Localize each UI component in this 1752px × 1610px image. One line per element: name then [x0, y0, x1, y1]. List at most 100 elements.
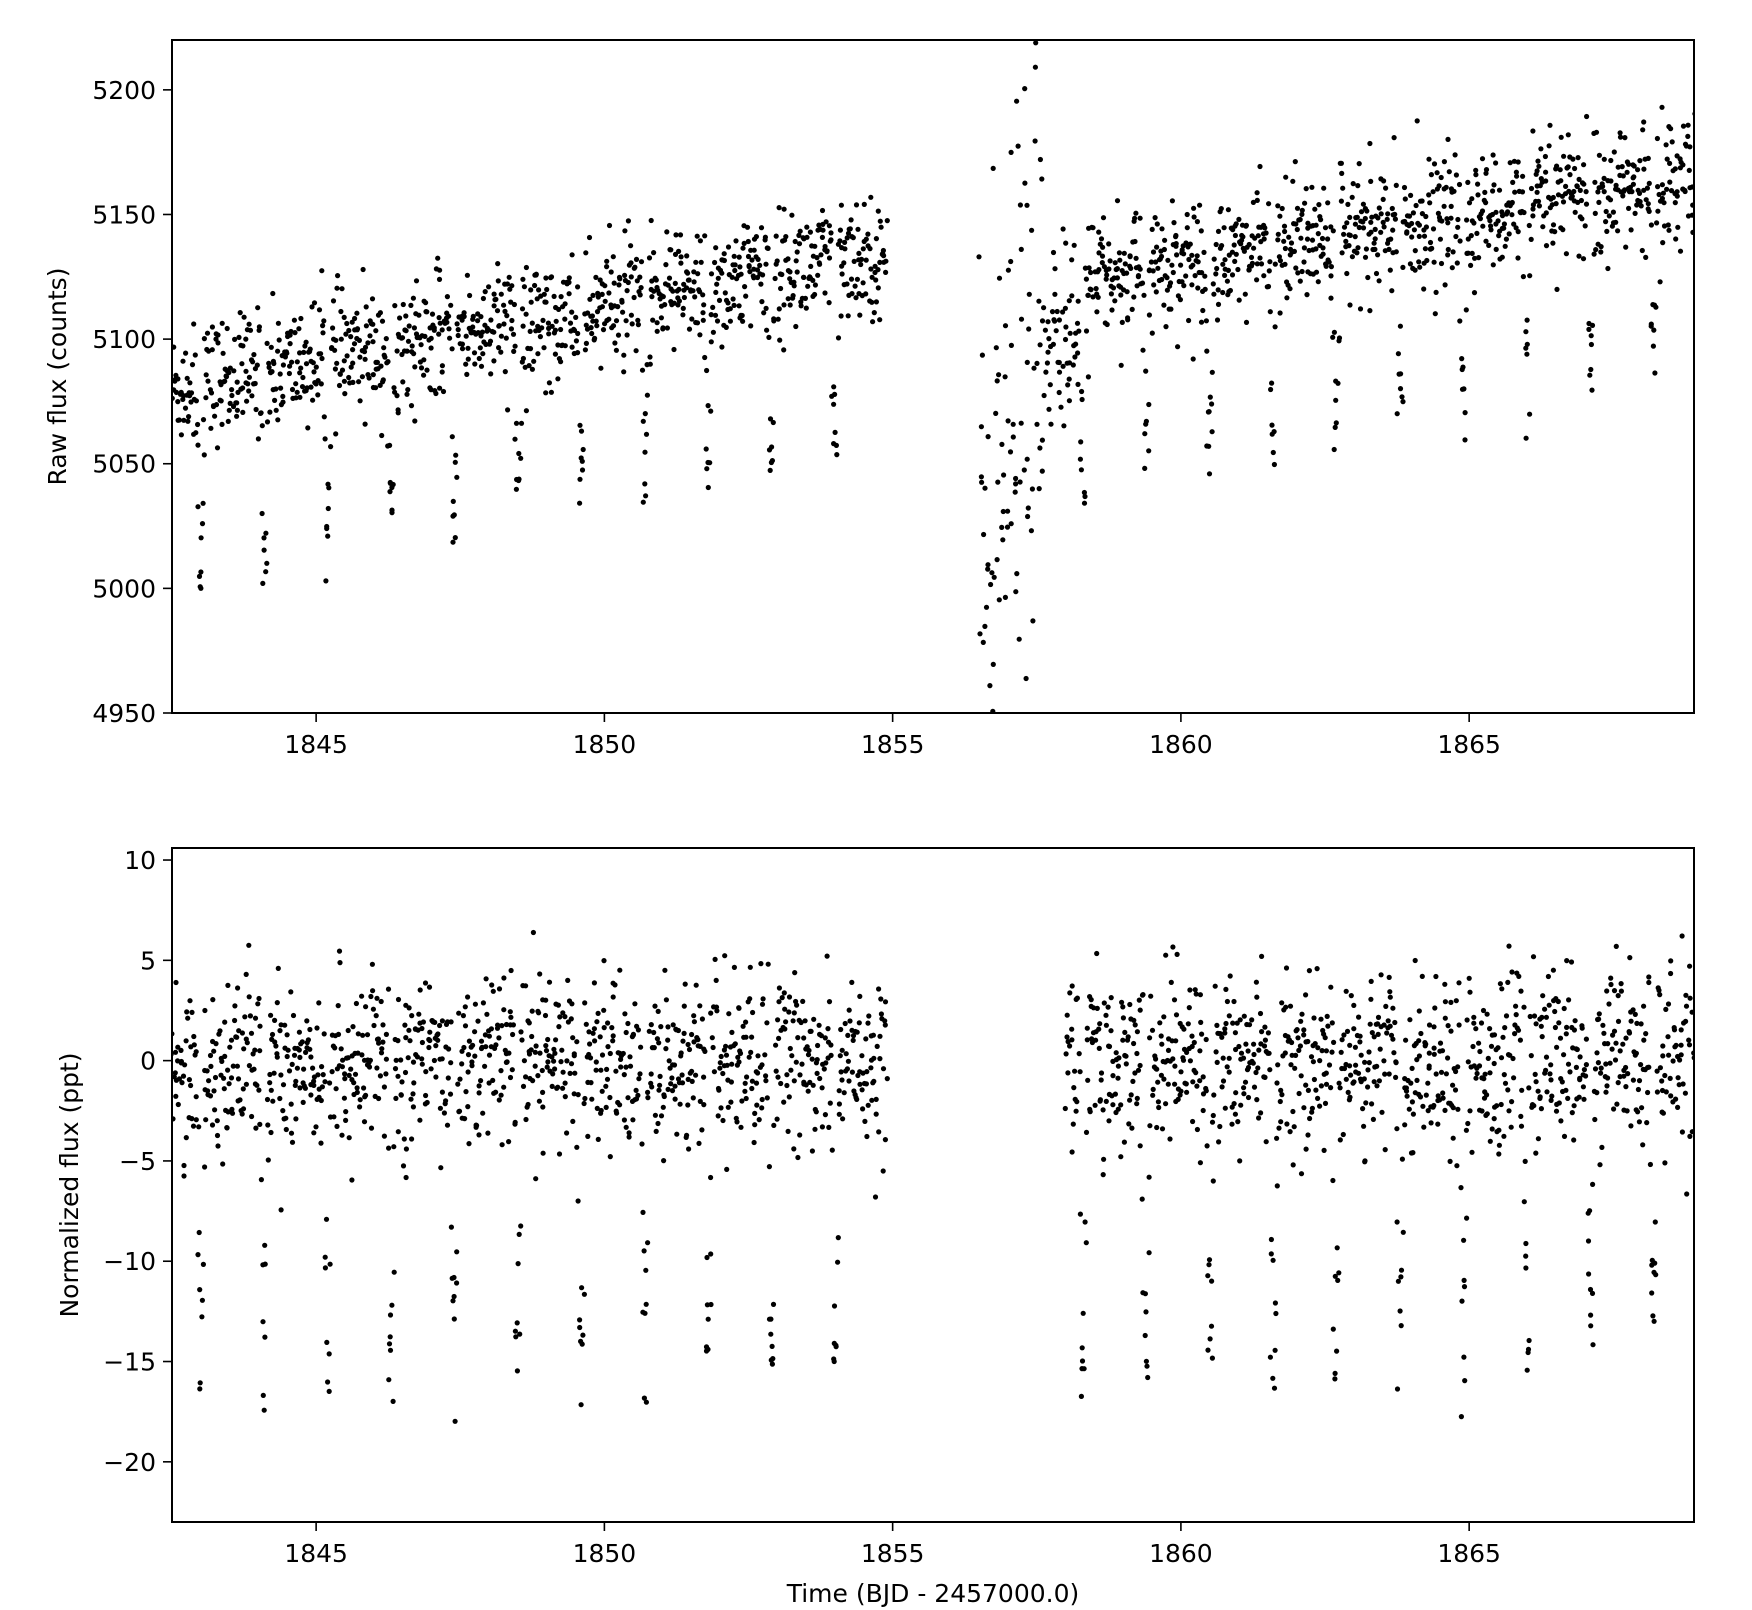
data-point	[309, 304, 315, 310]
data-point	[1561, 1133, 1568, 1139]
data-point	[771, 316, 777, 322]
data-point	[1654, 1068, 1660, 1074]
data-point	[256, 1087, 262, 1093]
data-point	[1537, 1094, 1543, 1100]
data-point	[1072, 354, 1078, 360]
data-point	[472, 1029, 478, 1035]
data-point	[1392, 211, 1398, 217]
data-point	[1381, 1022, 1387, 1028]
data-point	[411, 351, 417, 357]
data-point	[654, 320, 660, 326]
data-point	[435, 1031, 441, 1037]
data-point	[1661, 200, 1667, 206]
data-point	[626, 1134, 632, 1140]
data-point	[795, 1035, 801, 1041]
data-point	[1213, 241, 1219, 248]
data-point	[318, 1140, 324, 1146]
data-point	[866, 1013, 872, 1019]
data-point	[476, 1090, 482, 1096]
data-point	[1173, 1012, 1180, 1018]
data-point	[1441, 203, 1447, 209]
data-point	[1391, 135, 1397, 141]
data-point	[761, 310, 767, 316]
data-point	[607, 1154, 613, 1160]
data-point	[363, 323, 369, 329]
data-point	[382, 354, 388, 360]
data-point	[1548, 1077, 1554, 1083]
data-point	[1473, 172, 1479, 178]
data-point	[702, 354, 708, 361]
data-point	[1251, 245, 1257, 251]
data-point	[1203, 1036, 1209, 1043]
data-point	[1464, 1017, 1470, 1023]
data-point	[708, 271, 715, 277]
data-point	[1437, 1040, 1444, 1046]
data-point	[1552, 229, 1558, 235]
data-point	[1294, 226, 1300, 233]
data-point	[418, 365, 425, 371]
data-point	[1137, 1007, 1143, 1013]
data-point	[826, 300, 832, 306]
data-point	[268, 1012, 274, 1018]
data-point	[1417, 264, 1423, 270]
data-point	[1580, 256, 1587, 262]
data-point	[1569, 193, 1575, 199]
data-point	[1338, 198, 1344, 204]
data-point	[810, 1082, 816, 1088]
data-point	[310, 360, 316, 366]
data-point	[1074, 995, 1080, 1001]
data-point	[393, 1057, 399, 1063]
data-point	[518, 455, 524, 461]
data-point	[869, 1097, 875, 1103]
data-point	[377, 1073, 383, 1079]
data-point	[1443, 184, 1449, 190]
data-point	[860, 246, 866, 252]
data-point	[697, 238, 704, 244]
data-point	[1674, 193, 1680, 199]
data-point	[1266, 1050, 1272, 1056]
data-point	[710, 329, 717, 335]
data-point	[1178, 1088, 1184, 1094]
data-point	[860, 280, 866, 286]
data-point	[339, 1064, 345, 1070]
data-point	[1539, 1014, 1545, 1021]
data-point	[1662, 1160, 1668, 1166]
data-point	[533, 1176, 539, 1182]
data-point	[226, 407, 232, 413]
data-point	[1093, 1037, 1099, 1043]
data-point	[1480, 223, 1486, 229]
data-point	[301, 1066, 307, 1072]
data-point	[1393, 1060, 1399, 1066]
data-point	[348, 334, 354, 340]
data-point	[1084, 1037, 1090, 1043]
data-point	[607, 1050, 613, 1057]
data-point	[495, 278, 501, 284]
data-point	[1063, 1051, 1069, 1057]
data-point	[1527, 1013, 1533, 1020]
data-point	[1133, 255, 1139, 261]
data-point	[426, 984, 433, 990]
data-point	[226, 1081, 232, 1087]
data-point	[1197, 1160, 1203, 1166]
data-point	[1250, 199, 1256, 205]
data-point	[686, 277, 692, 283]
data-point	[322, 1079, 328, 1085]
data-point	[1292, 1065, 1298, 1071]
data-point	[513, 1334, 519, 1340]
data-point	[665, 1024, 671, 1030]
data-point	[1245, 1094, 1252, 1101]
data-point	[1417, 1094, 1424, 1100]
data-point	[1053, 328, 1059, 334]
data-point	[1564, 1024, 1570, 1030]
data-point	[553, 1037, 559, 1043]
data-point	[1261, 1043, 1268, 1049]
data-point	[622, 228, 628, 234]
data-point	[807, 1079, 813, 1085]
data-point	[665, 1086, 671, 1092]
data-point	[393, 1095, 399, 1101]
data-point	[1453, 1068, 1459, 1075]
data-point	[642, 1310, 648, 1316]
data-point	[1227, 973, 1233, 979]
data-point	[1671, 1027, 1678, 1033]
data-point	[1333, 420, 1339, 426]
